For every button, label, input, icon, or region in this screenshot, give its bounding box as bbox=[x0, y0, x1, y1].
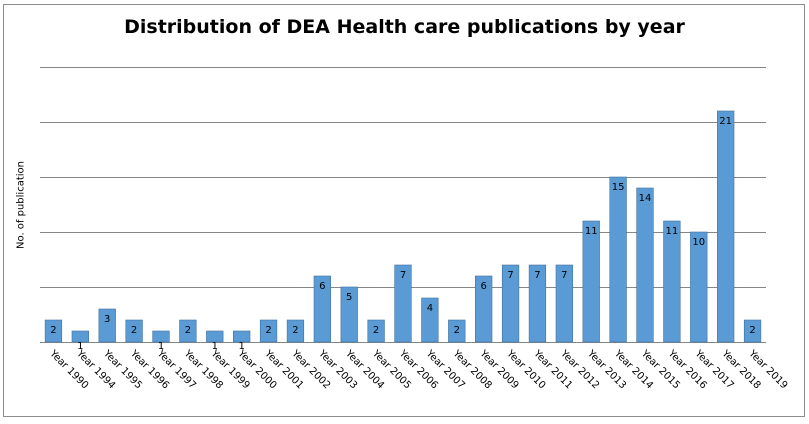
data-label: 21 bbox=[719, 116, 732, 127]
data-label: 3 bbox=[104, 314, 110, 325]
bar bbox=[125, 319, 143, 343]
bars bbox=[44, 110, 762, 343]
data-label: 7 bbox=[507, 270, 513, 281]
bar bbox=[609, 176, 627, 343]
data-label: 2 bbox=[373, 325, 379, 336]
chart-frame bbox=[3, 4, 805, 417]
data-label: 11 bbox=[666, 226, 679, 237]
bar bbox=[44, 319, 63, 343]
bar bbox=[501, 264, 520, 343]
bar bbox=[259, 319, 278, 343]
bar bbox=[717, 110, 735, 343]
bar bbox=[71, 330, 89, 343]
bar bbox=[582, 220, 600, 343]
bar bbox=[555, 264, 573, 343]
bar bbox=[394, 264, 412, 343]
data-label: 6 bbox=[319, 281, 325, 292]
bar bbox=[179, 319, 197, 343]
bar bbox=[636, 187, 654, 343]
bar bbox=[313, 275, 331, 343]
bar bbox=[98, 308, 116, 343]
data-label: 2 bbox=[265, 325, 271, 336]
data-label: 2 bbox=[749, 325, 755, 336]
bar bbox=[367, 319, 385, 343]
bar bbox=[448, 319, 466, 343]
data-label: 7 bbox=[400, 270, 406, 281]
bar bbox=[743, 319, 762, 343]
bar bbox=[690, 231, 708, 343]
data-label: 2 bbox=[292, 325, 298, 336]
data-label: 2 bbox=[454, 325, 460, 336]
data-label: 10 bbox=[692, 237, 705, 248]
data-label: 2 bbox=[185, 325, 191, 336]
data-label: 1 bbox=[77, 341, 83, 352]
data-label: 7 bbox=[534, 270, 540, 281]
data-label: 5 bbox=[346, 292, 352, 303]
bar bbox=[421, 297, 439, 343]
bar bbox=[340, 286, 358, 343]
data-label: 7 bbox=[561, 270, 567, 281]
bar bbox=[206, 330, 224, 343]
data-label: 1 bbox=[238, 341, 244, 352]
bar bbox=[528, 264, 547, 343]
data-label: 4 bbox=[427, 303, 433, 314]
data-label: 15 bbox=[612, 182, 625, 193]
data-label: 1 bbox=[212, 341, 218, 352]
data-label: 6 bbox=[480, 281, 486, 292]
bar bbox=[233, 330, 251, 343]
chart-title: Distribution of DEA Health care publicat… bbox=[124, 16, 685, 38]
data-label: 11 bbox=[585, 226, 598, 237]
data-label: 2 bbox=[131, 325, 137, 336]
bar bbox=[663, 220, 681, 343]
data-label: 2 bbox=[50, 325, 56, 336]
bar bbox=[286, 319, 305, 343]
bar bbox=[152, 330, 170, 343]
data-label: 1 bbox=[158, 341, 164, 352]
bar bbox=[475, 275, 493, 343]
data-label: 14 bbox=[639, 193, 652, 204]
